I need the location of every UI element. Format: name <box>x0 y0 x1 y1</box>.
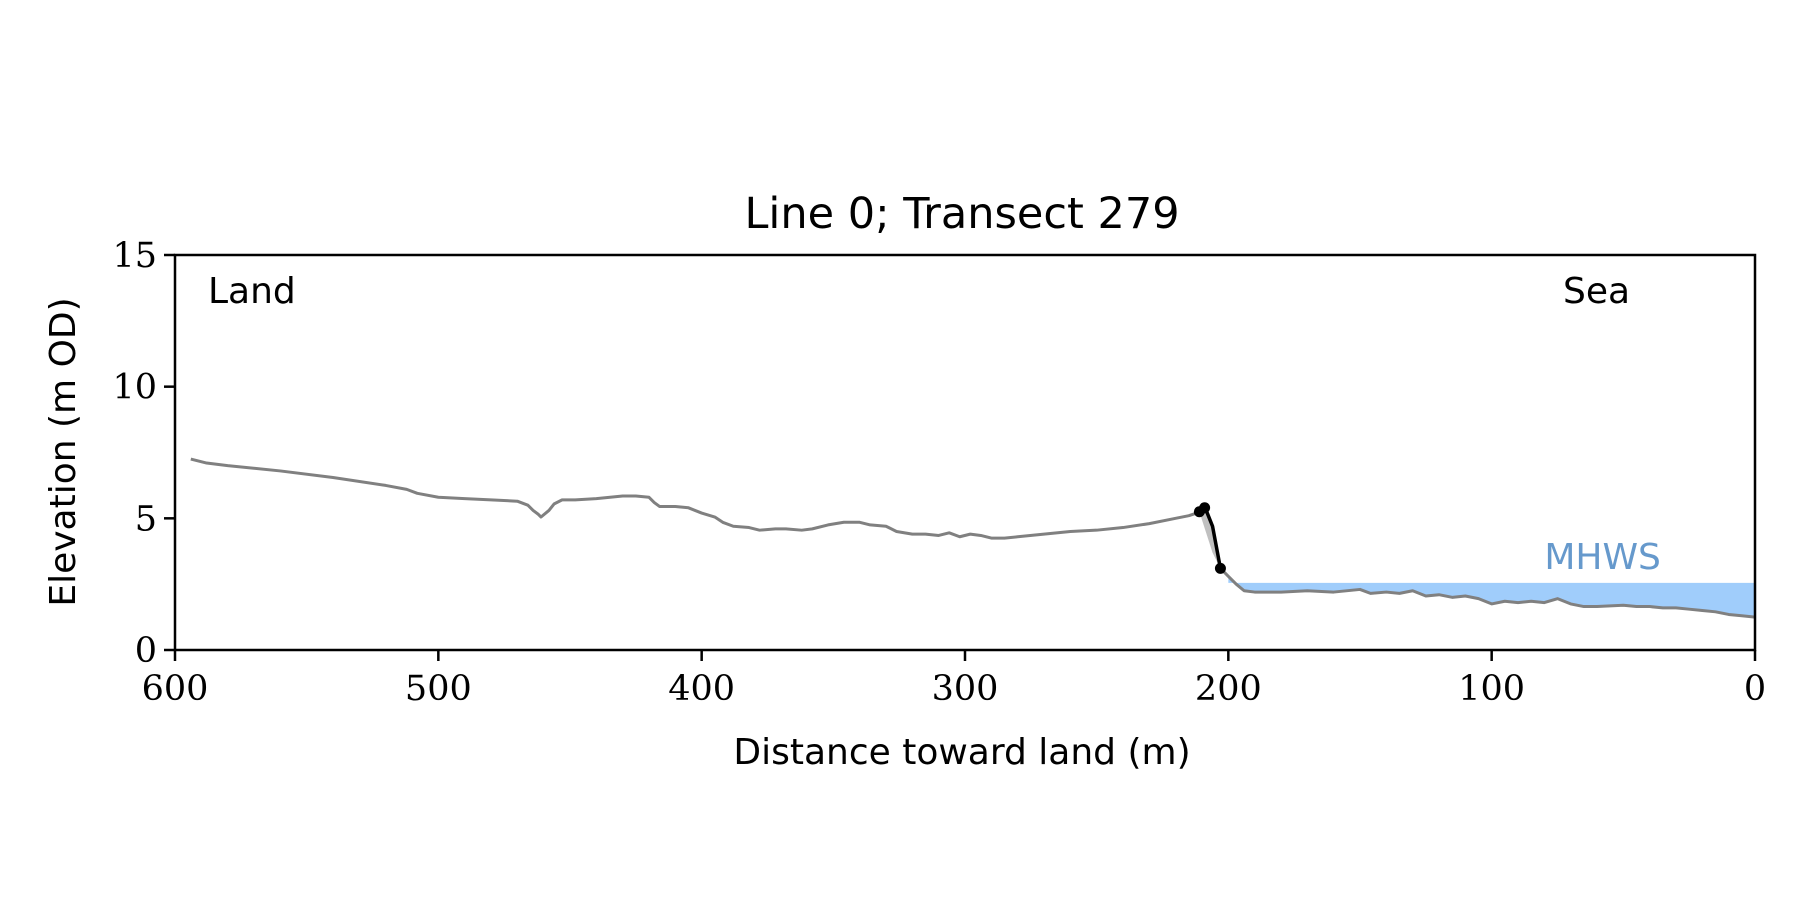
chart-title: Line 0; Transect 279 <box>744 189 1179 239</box>
sea-label: Sea <box>1563 271 1630 312</box>
y-axis-label: Elevation (m OD) <box>43 297 84 606</box>
mhws-label: MHWS <box>1544 537 1661 578</box>
x-axis: 600 500 400 300 200 100 0 <box>142 650 1766 709</box>
x-axis-label: Distance toward land (m) <box>733 732 1190 773</box>
x-tick-label: 100 <box>1458 669 1525 709</box>
x-tick-label: 0 <box>1744 669 1766 709</box>
land-profile-line <box>190 457 1201 540</box>
x-tick-label: 300 <box>932 669 999 709</box>
foreshore-profile-line <box>1219 567 1756 619</box>
cliff-shade <box>1199 507 1221 569</box>
y-tick-label: 5 <box>135 499 157 539</box>
mhws-water-fill <box>1228 576 1755 618</box>
y-tick-label: 10 <box>112 368 157 408</box>
plot-area: MHWS <box>190 457 1756 619</box>
x-tick-label: 400 <box>668 669 735 709</box>
x-tick-label: 600 <box>142 669 209 709</box>
cliff-marker <box>1214 562 1226 574</box>
y-axis: 0 5 10 15 <box>112 236 175 671</box>
x-tick-label: 200 <box>1195 669 1262 709</box>
land-label: Land <box>208 271 296 312</box>
x-tick-label: 500 <box>405 669 472 709</box>
y-tick-label: 0 <box>135 631 157 671</box>
y-tick-label: 15 <box>112 236 157 276</box>
cliff-marker <box>1199 502 1211 514</box>
